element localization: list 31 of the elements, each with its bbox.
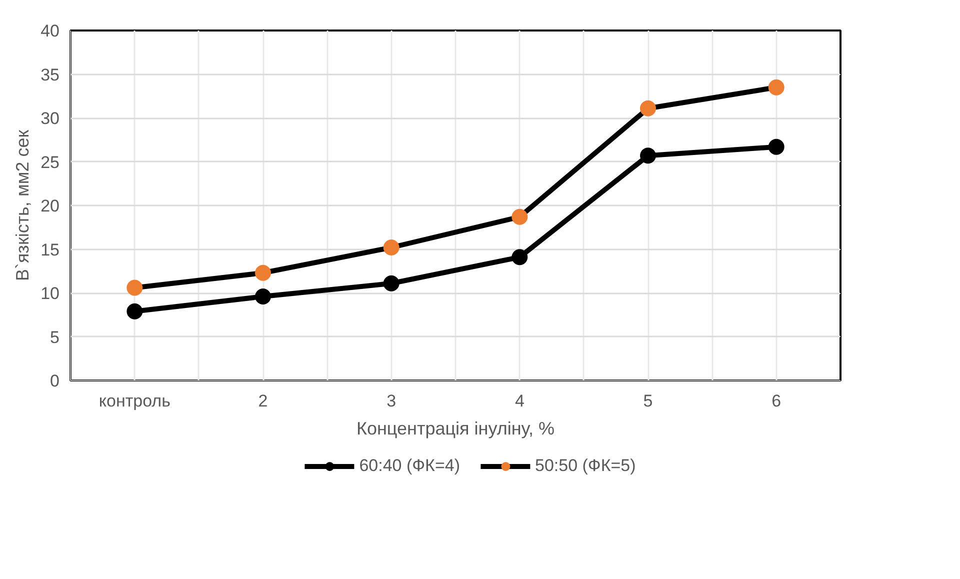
y-tick-label: 30 (40, 109, 60, 128)
x-tick-label: 3 (386, 392, 396, 410)
y-axis-title: В`язкість, мм2 сек (12, 130, 33, 282)
point (255, 288, 271, 304)
point (126, 303, 143, 320)
x-tick-label: 6 (772, 392, 782, 410)
x-axis-title: Концентрація інуліну, % (356, 418, 555, 438)
point (255, 264, 271, 281)
point (383, 275, 400, 292)
y-tick-label: 10 (40, 284, 60, 303)
point (512, 208, 528, 225)
x-tick-label: контроль (98, 392, 171, 410)
point (383, 240, 400, 256)
point (640, 148, 656, 164)
point (768, 79, 784, 96)
point (768, 138, 784, 155)
x-tick-label: 5 (643, 392, 653, 410)
y-tick-label: 0 (50, 372, 60, 390)
y-tick-label: 5 (50, 328, 60, 347)
point (640, 100, 656, 116)
legend-label: 60:40 (ФК=4) (359, 456, 460, 476)
y-tick-label: 15 (40, 240, 60, 260)
x-tick-label: 2 (258, 392, 268, 410)
x-tick-label: 4 (514, 392, 524, 410)
y-tick-label: 35 (40, 65, 60, 84)
legend-label: 50:50 (ФК=5) (535, 456, 636, 476)
y-tick-label: 20 (40, 196, 60, 216)
point (512, 249, 528, 266)
point (126, 280, 143, 296)
y-tick-label: 40 (40, 22, 60, 40)
y-tick-label: 25 (40, 152, 60, 172)
